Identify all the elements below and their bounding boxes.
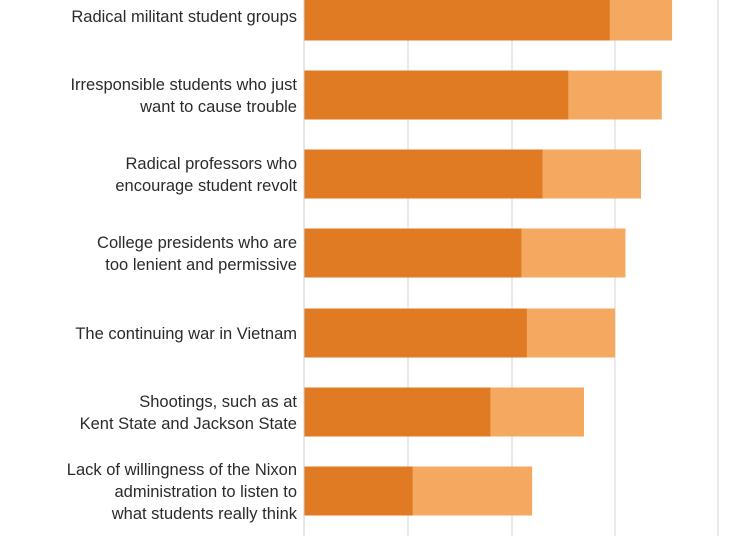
category-label-7-line-3: what students really think <box>111 505 298 523</box>
category-label-3-line-1: Radical professors who <box>126 155 298 173</box>
category-label-7-line-2: administration to listen to <box>114 483 297 501</box>
category-label-2-line-1: Irresponsible students who just <box>70 76 297 94</box>
bar-segment-1-row-3 <box>304 149 543 199</box>
category-label-7-line-1: Lack of willingness of the Nixon <box>67 461 297 479</box>
bar-segment-1-row-6 <box>304 387 491 437</box>
category-label-3-line-2: encourage student revolt <box>115 177 297 195</box>
category-label-4-line-1: College presidents who are <box>97 234 297 252</box>
bar-segment-1-row-2 <box>304 70 569 120</box>
bar-segment-2-row-6 <box>490 387 584 437</box>
bar-segment-1-row-1 <box>304 0 610 41</box>
bar-segment-2-row-3 <box>542 149 642 199</box>
bar-segment-2-row-4 <box>521 228 626 278</box>
bar-segment-2-row-2 <box>568 70 662 120</box>
bar-segment-1-row-5 <box>304 308 527 358</box>
bar-segment-2-row-7 <box>412 466 533 516</box>
category-labels: Radical militant student groups Irrespons… <box>67 8 298 523</box>
bar-segment-2-row-5 <box>526 308 616 358</box>
category-label-5: The continuing war in Vietnam <box>75 325 297 343</box>
bar-segment-1-row-4 <box>304 228 522 278</box>
category-label-6-line-1: Shootings, such as at <box>139 393 297 411</box>
category-label-2-line-2: want to cause trouble <box>139 98 297 116</box>
category-label-4-line-2: too lenient and permissive <box>105 256 297 274</box>
category-label-1: Radical militant student groups <box>71 8 297 26</box>
bars <box>304 0 673 516</box>
bar-segment-2-row-1 <box>609 0 673 41</box>
category-label-6-line-2: Kent State and Jackson State <box>80 415 297 433</box>
bar-segment-1-row-7 <box>304 466 413 516</box>
